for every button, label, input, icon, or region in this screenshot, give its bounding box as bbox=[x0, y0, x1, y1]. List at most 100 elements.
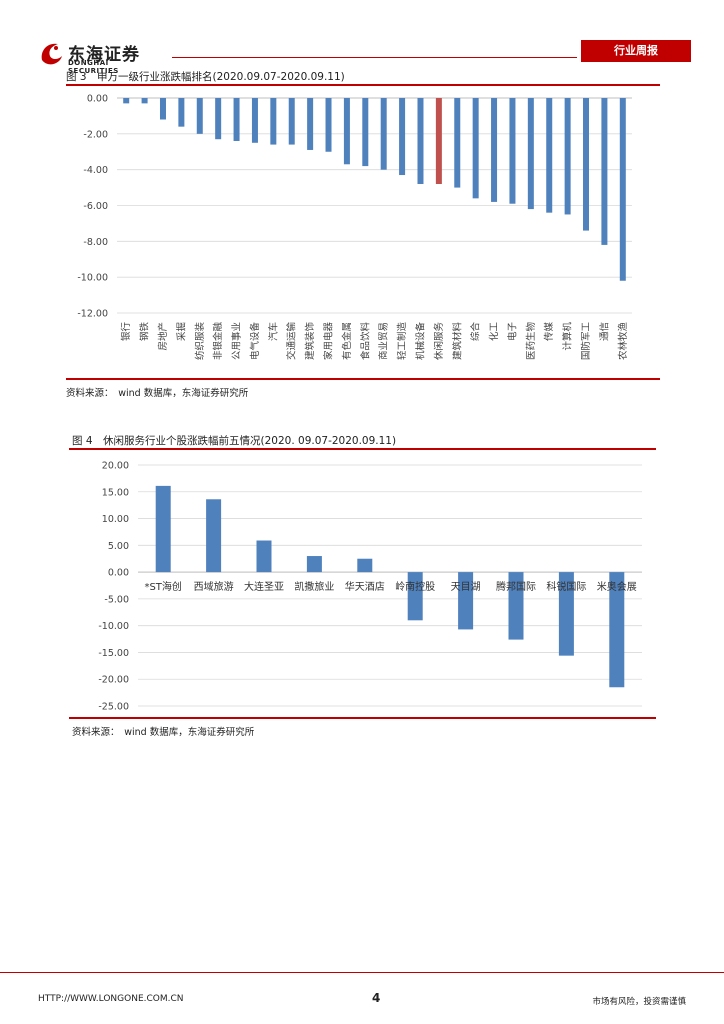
x-tick-label: 凯撒旅业 bbox=[294, 580, 334, 593]
x-tick-label: 化工 bbox=[488, 322, 500, 342]
x-tick-label: 公用事业 bbox=[231, 322, 243, 360]
logo-text-cn: 东海证券 bbox=[68, 45, 140, 65]
x-tick-label: 家用电器 bbox=[323, 322, 335, 361]
x-tick-label: 休闲服务 bbox=[433, 322, 445, 361]
x-tick-label: 通信 bbox=[598, 322, 610, 341]
y-tick-label: -20.00 bbox=[98, 675, 129, 686]
x-tick-label: *ST海创 bbox=[144, 580, 181, 593]
x-tick-label: 米奥会展 bbox=[597, 580, 637, 593]
x-tick-label: 钢铁 bbox=[139, 322, 151, 342]
y-tick-label: 10.00 bbox=[102, 514, 129, 525]
x-tick-label: 房地产 bbox=[157, 322, 169, 351]
y-tick-label: -4.00 bbox=[83, 165, 108, 176]
bar bbox=[251, 98, 258, 143]
risk-disclaimer: 市场有风险，投资需谨慎 bbox=[592, 997, 686, 1007]
x-tick-label: 食品饮料 bbox=[359, 322, 371, 361]
bar bbox=[508, 572, 524, 640]
bar bbox=[196, 98, 203, 134]
bar bbox=[233, 98, 240, 141]
bar bbox=[159, 98, 166, 120]
bar bbox=[564, 98, 571, 215]
figure3-top-rule bbox=[66, 84, 660, 86]
y-tick-label: -25.00 bbox=[98, 702, 129, 713]
x-tick-label: 科锐国际 bbox=[546, 580, 586, 593]
x-tick-label: 机械设备 bbox=[414, 322, 426, 361]
bar bbox=[362, 98, 369, 167]
y-tick-label: -10.00 bbox=[77, 273, 108, 284]
y-tick-label: 0.00 bbox=[108, 568, 129, 579]
x-tick-label: 计算机 bbox=[562, 322, 574, 351]
bar bbox=[491, 98, 498, 202]
figure3-title: 图 3 申万一级行业涨跌幅排名(2020.09.07-2020.09.11) bbox=[66, 71, 345, 83]
bar bbox=[601, 98, 608, 245]
x-tick-label: 交通运输 bbox=[286, 322, 298, 361]
footer-divider bbox=[0, 972, 724, 973]
bar bbox=[141, 98, 148, 104]
bar bbox=[256, 540, 272, 573]
y-tick-label: -6.00 bbox=[83, 201, 108, 212]
bar bbox=[306, 556, 322, 573]
x-tick-label: 电子 bbox=[506, 322, 518, 342]
bar bbox=[380, 98, 387, 170]
y-tick-label: 15.00 bbox=[102, 487, 129, 498]
y-tick-label: 5.00 bbox=[108, 541, 129, 552]
x-tick-label: 大连圣亚 bbox=[244, 580, 284, 593]
x-tick-label: 非银金融 bbox=[212, 322, 224, 361]
figure4-bottom-rule bbox=[69, 717, 656, 719]
bar bbox=[155, 485, 171, 573]
bar bbox=[558, 572, 574, 656]
x-tick-label: 国防军工 bbox=[580, 322, 592, 361]
bar bbox=[435, 98, 442, 184]
bar bbox=[458, 572, 474, 630]
bar bbox=[583, 98, 590, 231]
x-tick-label: 电气设备 bbox=[249, 322, 261, 361]
bar bbox=[357, 558, 373, 573]
company-logo: 东海证券 DONGHAI SECURITIES bbox=[38, 38, 158, 75]
bar bbox=[206, 499, 222, 573]
x-tick-label: 腾邦国际 bbox=[496, 580, 536, 593]
x-tick-label: 轻工制造 bbox=[396, 322, 408, 361]
bar bbox=[454, 98, 461, 188]
x-tick-label: 农林牧渔 bbox=[617, 322, 629, 361]
x-tick-label: 纺织服装 bbox=[194, 322, 206, 361]
footer-url[interactable]: HTTP://WWW.LONGONE.COM.CN bbox=[38, 994, 184, 1004]
bar bbox=[399, 98, 406, 176]
bar bbox=[472, 98, 479, 199]
figure4-source: 资料来源： wind 数据库，东海证券研究所 bbox=[72, 727, 255, 738]
bar bbox=[325, 98, 332, 152]
y-tick-label: -15.00 bbox=[98, 648, 129, 659]
bar bbox=[509, 98, 516, 204]
bar bbox=[546, 98, 553, 213]
x-tick-label: 西域旅游 bbox=[194, 580, 234, 593]
page-number: 4 bbox=[372, 991, 381, 1005]
x-tick-label: 岭南控股 bbox=[395, 580, 435, 593]
bar bbox=[619, 98, 626, 281]
x-tick-label: 采掘 bbox=[175, 322, 187, 341]
header-divider bbox=[172, 57, 577, 58]
x-tick-label: 有色金属 bbox=[341, 322, 353, 360]
x-tick-label: 银行 bbox=[120, 322, 132, 342]
x-tick-label: 传媒 bbox=[543, 322, 555, 342]
figure3-source: 资料来源： wind 数据库，东海证券研究所 bbox=[66, 388, 249, 399]
bar bbox=[123, 98, 130, 104]
x-tick-label: 建筑装饰 bbox=[304, 322, 316, 360]
figure4-top-rule bbox=[69, 448, 656, 450]
x-tick-label: 商业贸易 bbox=[378, 322, 390, 360]
bar bbox=[215, 98, 222, 140]
bar bbox=[307, 98, 314, 150]
bar bbox=[407, 572, 423, 621]
bar bbox=[343, 98, 350, 165]
y-tick-label: 0.00 bbox=[87, 94, 108, 105]
y-tick-label: -8.00 bbox=[83, 237, 108, 248]
x-tick-label: 综合 bbox=[470, 322, 482, 342]
figure4-title: 图 4 休闲服务行业个股涨跌幅前五情况(2020. 09.07-2020.09.… bbox=[72, 435, 397, 447]
x-tick-label: 华天酒店 bbox=[345, 580, 385, 593]
y-tick-label: 20.00 bbox=[102, 461, 129, 472]
y-tick-label: -10.00 bbox=[98, 621, 129, 632]
x-tick-label: 医药生物 bbox=[525, 322, 537, 361]
bar bbox=[609, 572, 625, 688]
x-tick-label: 建筑材料 bbox=[451, 322, 463, 361]
bar bbox=[417, 98, 424, 184]
